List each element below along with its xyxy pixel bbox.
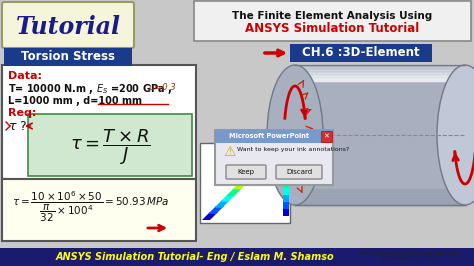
FancyBboxPatch shape [200,143,290,223]
Polygon shape [257,157,273,165]
Text: Want to keep your ink annotations?: Want to keep your ink annotations? [237,148,349,152]
Bar [295,65,465,205]
Polygon shape [220,194,237,202]
Text: Req:: Req: [8,108,36,118]
FancyBboxPatch shape [194,1,471,41]
Bar [283,181,289,188]
Text: CH.6 :3D-Element: CH.6 :3D-Element [302,47,420,60]
Text: Ref. Mechanics of Materials Labs With
Solidworks Simulation: Ref. Mechanics of Materials Labs With So… [360,251,460,261]
Polygon shape [239,175,255,183]
Text: Data:: Data: [8,71,42,81]
FancyBboxPatch shape [2,179,196,241]
Text: Tutorial: Tutorial [16,15,120,39]
Polygon shape [208,206,224,214]
Polygon shape [227,188,242,196]
Text: Torsion Stress: Torsion Stress [21,51,115,64]
Polygon shape [245,169,261,177]
Ellipse shape [267,65,323,205]
Polygon shape [214,200,230,208]
Bar [0,248,474,266]
Text: $\tau = \dfrac{T \times R}{J}$: $\tau = \dfrac{T \times R}{J}$ [70,127,150,167]
Text: ⚠: ⚠ [223,145,236,159]
Polygon shape [233,181,248,189]
FancyBboxPatch shape [290,44,432,62]
Text: $\mu$=0.3: $\mu$=0.3 [148,81,177,94]
FancyBboxPatch shape [2,2,134,48]
Bar [283,202,289,209]
Bar [283,153,289,160]
Bar [283,174,289,181]
Text: ANSYS Simulation Tutorial- Eng / Eslam M. Shamso: ANSYS Simulation Tutorial- Eng / Eslam M… [55,252,334,262]
Bar [283,209,289,216]
Bar [283,195,289,202]
FancyBboxPatch shape [276,165,322,179]
FancyBboxPatch shape [215,130,333,143]
Text: Keep: Keep [237,169,255,175]
Bar [283,160,289,167]
Text: Discard: Discard [286,169,312,175]
Text: T= 10000 N.m , $E_S$ =200 GPa ,: T= 10000 N.m , $E_S$ =200 GPa , [8,82,172,96]
Text: Microsoft PowerPoint: Microsoft PowerPoint [229,134,309,139]
Ellipse shape [437,65,474,205]
Text: $\tau = \dfrac{10 \times 10^6 \times 50}{\dfrac{\pi}{32} \times 100^4} = 50.93\,: $\tau = \dfrac{10 \times 10^6 \times 50}… [12,190,169,224]
Bar [283,167,289,174]
FancyBboxPatch shape [28,114,192,176]
Text: ✕: ✕ [324,134,329,139]
Bar [283,188,289,195]
FancyBboxPatch shape [321,131,332,142]
FancyBboxPatch shape [4,48,132,66]
Bar [283,146,289,153]
FancyBboxPatch shape [2,65,196,179]
FancyBboxPatch shape [215,130,333,185]
Polygon shape [251,163,267,171]
Polygon shape [202,212,218,220]
Text: The Finite Element Analysis Using: The Finite Element Analysis Using [232,11,432,21]
Text: $\tau$ ?: $\tau$ ? [8,119,27,132]
Text: ANSYS Simulation Tutorial: ANSYS Simulation Tutorial [245,23,419,35]
FancyBboxPatch shape [226,165,266,179]
Text: L=1000 mm , d=100 mm: L=1000 mm , d=100 mm [8,96,142,106]
